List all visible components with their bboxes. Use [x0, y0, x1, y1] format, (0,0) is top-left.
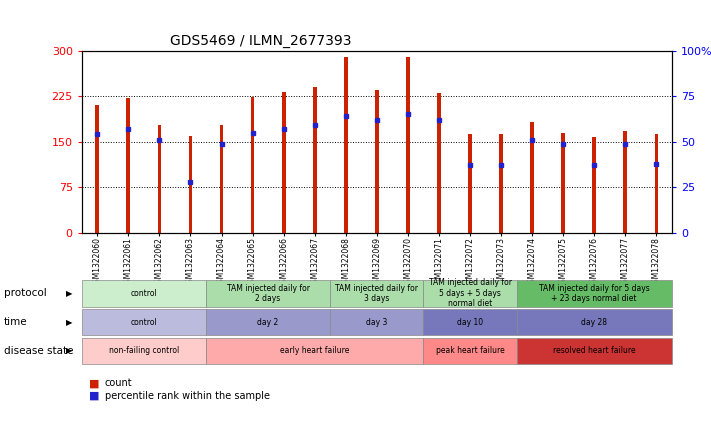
- Text: count: count: [105, 378, 132, 388]
- Text: peak heart failure: peak heart failure: [436, 346, 504, 355]
- Bar: [251, 97, 255, 233]
- Bar: [95, 105, 99, 233]
- Bar: [561, 133, 565, 233]
- Text: day 28: day 28: [582, 318, 607, 327]
- Text: control: control: [131, 289, 157, 298]
- Text: early heart failure: early heart failure: [280, 346, 349, 355]
- Text: ■: ■: [89, 378, 100, 388]
- Text: ▶: ▶: [65, 318, 73, 327]
- Bar: [406, 57, 410, 233]
- Bar: [624, 131, 627, 233]
- Bar: [468, 134, 472, 233]
- Bar: [592, 137, 596, 233]
- Text: disease state: disease state: [4, 346, 73, 356]
- Text: TAM injected daily for
3 days: TAM injected daily for 3 days: [336, 284, 418, 303]
- Bar: [655, 134, 658, 233]
- Bar: [158, 125, 161, 233]
- Text: ▶: ▶: [65, 346, 73, 355]
- Text: day 2: day 2: [257, 318, 279, 327]
- Text: day 3: day 3: [366, 318, 387, 327]
- Bar: [499, 134, 503, 233]
- Bar: [437, 93, 441, 233]
- Text: GDS5469 / ILMN_2677393: GDS5469 / ILMN_2677393: [170, 34, 352, 48]
- Text: day 10: day 10: [457, 318, 483, 327]
- Text: control: control: [131, 318, 157, 327]
- Bar: [375, 90, 379, 233]
- Bar: [127, 98, 130, 233]
- Text: percentile rank within the sample: percentile rank within the sample: [105, 391, 269, 401]
- Bar: [282, 92, 286, 233]
- Text: protocol: protocol: [4, 288, 46, 298]
- Text: TAM injected daily for
5 days + 5 days
normal diet: TAM injected daily for 5 days + 5 days n…: [429, 278, 511, 308]
- Text: non-failing control: non-failing control: [109, 346, 179, 355]
- Text: TAM injected daily for 5 days
+ 23 days normal diet: TAM injected daily for 5 days + 23 days …: [539, 284, 650, 303]
- Text: TAM injected daily for
2 days: TAM injected daily for 2 days: [227, 284, 309, 303]
- Bar: [188, 136, 193, 233]
- Bar: [313, 87, 316, 233]
- Bar: [530, 122, 534, 233]
- Text: time: time: [4, 317, 27, 327]
- Text: ■: ■: [89, 391, 100, 401]
- Bar: [344, 57, 348, 233]
- Bar: [220, 125, 223, 233]
- Text: ▶: ▶: [65, 289, 73, 298]
- Text: resolved heart failure: resolved heart failure: [553, 346, 636, 355]
